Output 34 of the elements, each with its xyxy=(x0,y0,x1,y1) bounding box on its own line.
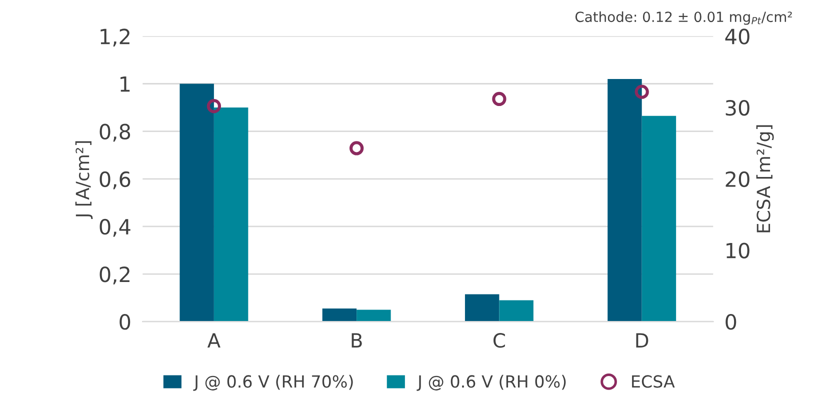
bar xyxy=(608,78,642,322)
point xyxy=(492,92,506,106)
legend-label: J @ 0.6 V (RH 70%) xyxy=(193,374,353,391)
bar xyxy=(642,116,676,322)
y-tick-label: 0,8 xyxy=(100,124,130,142)
y-tick-label: 0,4 xyxy=(100,218,130,237)
bar xyxy=(214,108,248,322)
y2-tick-label: 20 xyxy=(726,171,750,188)
point xyxy=(634,84,649,99)
text: Cathode: 0.12 ± 0.01 mg$_{Pt}$/cm² xyxy=(575,11,792,25)
legend-label: ECSA xyxy=(632,375,675,388)
bar xyxy=(499,300,534,322)
legend-label: J @ 0.6 V (RH 0%) xyxy=(416,374,566,391)
y2-tick-label: 10 xyxy=(726,242,750,258)
bar xyxy=(356,310,391,322)
y2-axis-title: ECSA [m²/g] xyxy=(756,125,774,232)
y-tick-label: 1,2 xyxy=(100,28,130,47)
bar xyxy=(464,294,500,322)
x-tick-label: A xyxy=(207,333,220,348)
x-tick-label: B xyxy=(352,333,362,348)
y-tick-label: 0 xyxy=(120,314,130,330)
x-tick-label: D xyxy=(636,333,648,348)
y2-tick-label: 40 xyxy=(725,28,750,44)
y2-tick-label: 30 xyxy=(726,100,750,116)
bar xyxy=(322,308,357,322)
x-tick-label: C xyxy=(494,333,505,348)
y-tick-label: 0,6 xyxy=(100,171,130,190)
point xyxy=(349,141,364,156)
y-axis-title: J [A/cm²] xyxy=(75,141,93,219)
y2-tick-label: 0 xyxy=(726,314,736,330)
bar xyxy=(180,84,214,322)
y-tick-label: 0,2 xyxy=(100,266,130,284)
point xyxy=(206,99,222,114)
y-tick-label: 1 xyxy=(120,76,130,92)
